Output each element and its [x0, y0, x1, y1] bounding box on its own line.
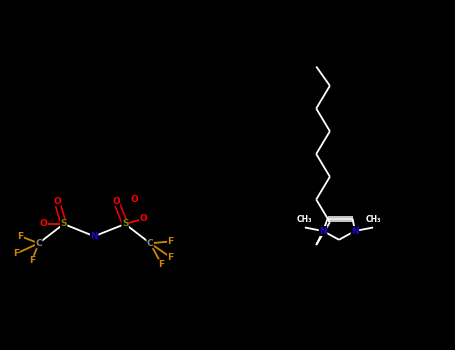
Text: O: O: [130, 195, 138, 204]
Text: O: O: [53, 197, 61, 206]
Text: F: F: [17, 232, 24, 241]
Text: N: N: [319, 226, 327, 236]
Text: F: F: [167, 253, 174, 262]
Text: C: C: [147, 239, 153, 248]
Text: C: C: [35, 239, 42, 248]
Text: F: F: [29, 256, 35, 265]
Text: F: F: [167, 237, 174, 246]
Text: O: O: [139, 214, 147, 223]
Text: S: S: [61, 219, 67, 229]
Text: S: S: [122, 219, 128, 229]
Text: F: F: [13, 249, 19, 258]
Text: F: F: [158, 260, 165, 269]
Text: CH₃: CH₃: [297, 215, 313, 224]
Text: N: N: [91, 232, 98, 241]
Text: O: O: [39, 219, 47, 229]
Text: N: N: [351, 226, 359, 236]
Text: O: O: [112, 197, 120, 206]
Text: CH₃: CH₃: [365, 215, 381, 224]
